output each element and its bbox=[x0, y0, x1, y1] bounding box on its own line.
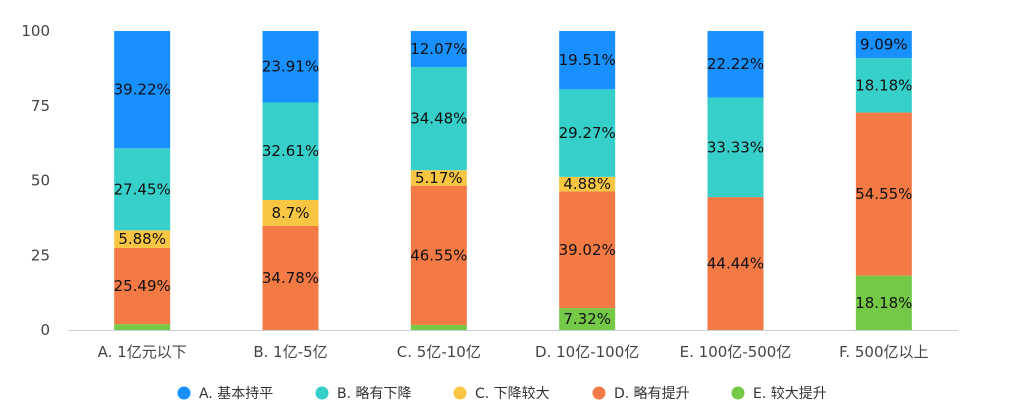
bar-segment bbox=[114, 148, 171, 231]
data-label: 12.07% bbox=[410, 40, 467, 58]
legend: A. 基本持平 B. 略有下降 C. 下降较大 D. 略有提升 E. 较大提升 bbox=[177, 385, 827, 402]
legend-item[interactable]: E. 较大提升 bbox=[731, 386, 827, 402]
bar-segment bbox=[262, 226, 319, 330]
bar-segment bbox=[410, 324, 467, 330]
bar-segment bbox=[559, 308, 616, 330]
bar-segment bbox=[262, 102, 319, 200]
data-label: 18.18% bbox=[855, 294, 912, 312]
bar-segment bbox=[855, 275, 912, 330]
bar-segment bbox=[114, 247, 171, 325]
x-tick-label: C. 5亿-10亿 bbox=[397, 343, 481, 361]
legend-item[interactable]: D. 略有提升 bbox=[592, 386, 690, 402]
y-tick-label: 25 bbox=[31, 246, 50, 264]
data-label: 39.02% bbox=[559, 241, 616, 259]
bar-stack: 7.32% 39.02% 4.88% 29.27% 19.51% bbox=[559, 31, 616, 330]
bar-segment bbox=[410, 185, 467, 325]
legend-label: A. 基本持平 bbox=[199, 385, 273, 402]
bar-segment bbox=[707, 197, 764, 330]
bar-segment bbox=[855, 31, 912, 59]
data-label: 27.45% bbox=[114, 180, 171, 198]
legend-marker bbox=[731, 386, 745, 400]
data-label: 8.7% bbox=[271, 204, 309, 222]
bar-segment bbox=[559, 176, 616, 192]
bar-segment bbox=[114, 31, 171, 149]
bar-segment bbox=[559, 31, 616, 90]
data-label: 33.33% bbox=[707, 138, 764, 156]
data-label: 25.49% bbox=[114, 277, 171, 295]
data-label: 5.88% bbox=[118, 230, 166, 248]
data-label: 34.78% bbox=[262, 269, 319, 287]
x-tick-label: D. 10亿-100亿 bbox=[535, 343, 639, 361]
bar-segment bbox=[410, 31, 467, 68]
y-tick-label: 50 bbox=[31, 172, 50, 190]
bar-segment bbox=[410, 67, 467, 171]
bar-segment bbox=[707, 31, 764, 98]
data-label: 5.17% bbox=[415, 169, 463, 187]
data-label: 4.88% bbox=[563, 175, 611, 193]
legend-item[interactable]: B. 略有下降 bbox=[315, 386, 412, 402]
y-tick-label: 75 bbox=[31, 97, 50, 115]
data-label: 9.09% bbox=[860, 36, 908, 54]
x-tick-label: F. 500亿以上 bbox=[839, 343, 928, 361]
bar-segment bbox=[262, 199, 319, 227]
legend-marker bbox=[315, 386, 329, 400]
x-tick-label: B. 1亿-5亿 bbox=[253, 343, 327, 361]
data-label: 19.51% bbox=[559, 51, 616, 69]
data-label: 39.22% bbox=[114, 81, 171, 99]
y-tick-label: 0 bbox=[40, 321, 50, 339]
data-label: 18.18% bbox=[855, 76, 912, 94]
data-label: 23.91% bbox=[262, 58, 319, 76]
bar-segment bbox=[855, 112, 912, 276]
bar-segment bbox=[559, 89, 616, 177]
bar-stack: 34.78% 8.7% 32.61% 23.91% bbox=[262, 31, 319, 330]
bar-segment bbox=[114, 324, 171, 330]
bar-stack: 1.72%46.55%5.17%34.48%12.07% bbox=[410, 31, 467, 330]
x-tick-label: E. 100亿-500亿 bbox=[680, 343, 792, 361]
legend-label: D. 略有提升 bbox=[614, 386, 690, 402]
y-tick-label: 100 bbox=[21, 22, 50, 40]
data-label: 29.27% bbox=[559, 124, 616, 142]
bar-segment bbox=[114, 230, 171, 248]
bar-segment bbox=[559, 191, 616, 309]
data-label: 34.48% bbox=[410, 110, 467, 128]
bar-stack: 44.44% 33.33% 22.22% bbox=[707, 31, 764, 330]
data-label: 44.44% bbox=[707, 255, 764, 273]
data-label: 46.55% bbox=[410, 246, 467, 264]
legend-label: C. 下降较大 bbox=[475, 386, 550, 402]
bar-stack: 1.96%25.49%5.88%27.45%39.22% bbox=[114, 31, 171, 330]
legend-marker bbox=[592, 386, 606, 400]
data-label: 54.55% bbox=[855, 185, 912, 203]
data-label: 22.22% bbox=[707, 55, 764, 73]
bar-segment bbox=[855, 58, 912, 113]
legend-item[interactable]: C. 下降较大 bbox=[453, 386, 550, 402]
legend-label: E. 较大提升 bbox=[753, 386, 827, 402]
bar-segment bbox=[707, 97, 764, 198]
data-label: 7.32% bbox=[563, 310, 611, 328]
x-tick-label: A. 1亿元以下 bbox=[98, 343, 187, 361]
legend-item[interactable]: A. 基本持平 bbox=[177, 385, 274, 402]
bar-stack: 18.18% 54.55% 18.18% 9.09% bbox=[855, 31, 912, 330]
bar-segment bbox=[262, 31, 319, 103]
legend-label: B. 略有下降 bbox=[337, 386, 412, 402]
bar-stacks: 1.96%25.49%5.88%27.45%39.22%34.78%8.7%32… bbox=[114, 31, 912, 330]
legend-marker bbox=[453, 386, 467, 400]
bar-segment bbox=[410, 170, 467, 186]
legend-marker bbox=[177, 386, 191, 400]
x-axis: A. 1亿元以下 B. 1亿-5亿 C. 5亿-10亿 D. 10亿-100亿 E. 1… bbox=[68, 330, 958, 361]
y-axis: 0 25 50 75 100 bbox=[21, 22, 50, 339]
data-label: 32.61% bbox=[262, 142, 319, 160]
